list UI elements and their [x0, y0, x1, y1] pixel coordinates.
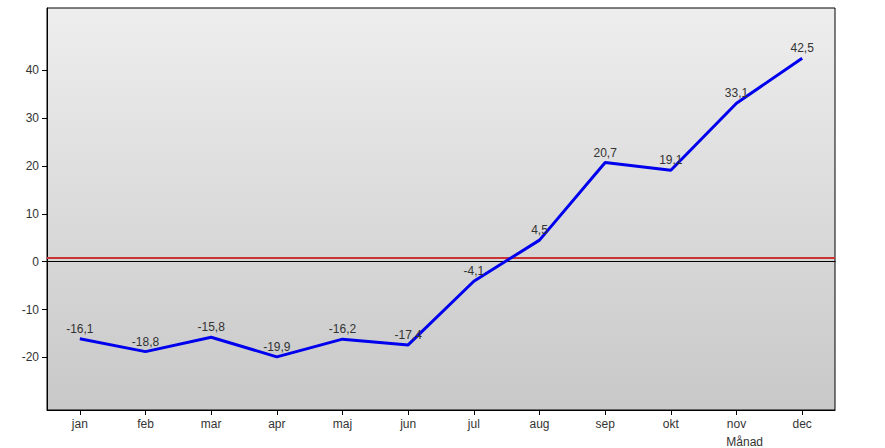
svg-text:Månad: Månad	[726, 435, 763, 448]
svg-text:jan: jan	[71, 417, 88, 431]
svg-text:okt: okt	[663, 417, 680, 431]
svg-text:dec: dec	[792, 417, 811, 431]
svg-text:20: 20	[26, 159, 40, 173]
svg-text:-20: -20	[22, 350, 40, 364]
svg-text:40: 40	[26, 63, 40, 77]
svg-text:33,1: 33,1	[725, 86, 749, 100]
svg-text:maj: maj	[333, 417, 352, 431]
svg-text:aug: aug	[529, 417, 549, 431]
svg-text:feb: feb	[137, 417, 154, 431]
svg-text:-17,4: -17,4	[394, 328, 422, 342]
svg-text:mar: mar	[201, 417, 222, 431]
svg-text:0: 0	[32, 255, 39, 269]
svg-text:jun: jun	[399, 417, 416, 431]
svg-text:10: 10	[26, 207, 40, 221]
svg-text:4,5: 4,5	[531, 223, 548, 237]
svg-text:-16,1: -16,1	[66, 322, 94, 336]
svg-text:19,1: 19,1	[659, 153, 683, 167]
svg-text:jul: jul	[467, 417, 480, 431]
svg-text:20,7: 20,7	[593, 146, 617, 160]
svg-text:-10: -10	[22, 303, 40, 317]
svg-text:-15,8: -15,8	[197, 320, 225, 334]
svg-text:-16,2: -16,2	[329, 322, 357, 336]
svg-text:apr: apr	[268, 417, 285, 431]
svg-text:42,5: 42,5	[790, 41, 814, 55]
svg-text:sep: sep	[595, 417, 615, 431]
svg-text:-18,8: -18,8	[132, 335, 160, 349]
svg-text:nov: nov	[727, 417, 746, 431]
svg-text:-19,9: -19,9	[263, 340, 291, 354]
svg-text:30: 30	[26, 111, 40, 125]
svg-text:-4,1: -4,1	[463, 264, 484, 278]
